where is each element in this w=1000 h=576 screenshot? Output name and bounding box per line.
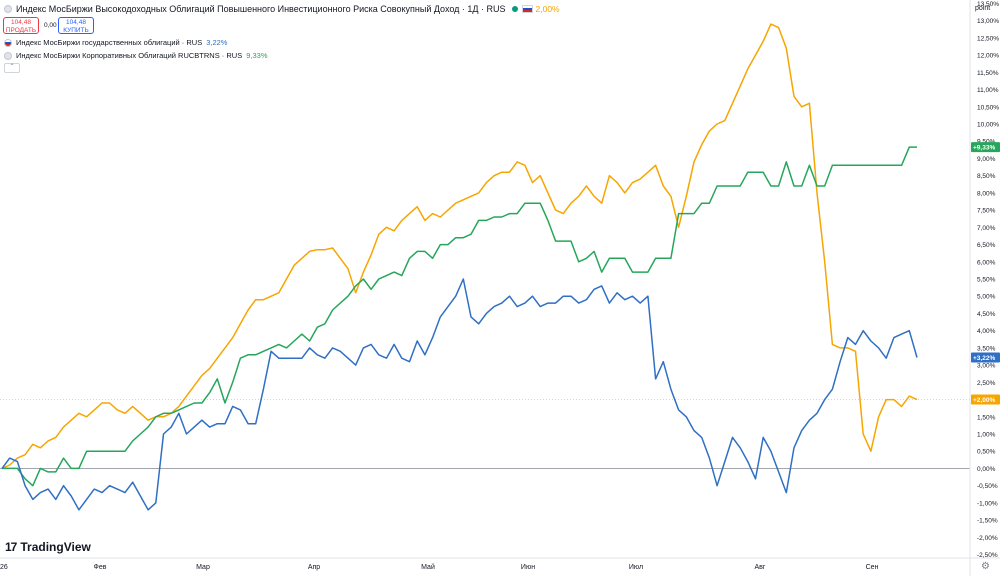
spread-value: 0,00 — [44, 22, 57, 29]
y-tick-label: -2,00% — [977, 535, 998, 542]
y-tick-label: -2,50% — [977, 552, 998, 559]
collapse-legend-button[interactable]: ⌃ — [4, 63, 20, 73]
y-tick-label: 5,50% — [977, 277, 996, 284]
flag-icon — [521, 5, 533, 13]
legend-corp-value: 9,33% — [246, 51, 268, 60]
y-tick-label: 4,00% — [977, 328, 996, 335]
y-tick-label: 0,50% — [977, 449, 996, 456]
y-tick-label: 8,00% — [977, 190, 996, 197]
y-tick-label: 8,50% — [977, 173, 996, 180]
y-tick-label: 9,00% — [977, 156, 996, 163]
y-tick-label: 11,00% — [977, 87, 999, 94]
sell-button[interactable]: 104,48 ПРОДАТЬ — [3, 17, 39, 34]
x-tick-label: Апр — [308, 564, 320, 571]
y-tick-label: 6,00% — [977, 259, 996, 266]
x-tick-label: Фев — [94, 564, 107, 571]
y-tick-label: 13,50% — [977, 1, 999, 8]
x-tick-label: Авг — [755, 564, 766, 571]
legend-main-row[interactable]: Индекс МосБиржи Высокодоходных Облигаций… — [4, 4, 560, 14]
y-tick-label: -0,50% — [977, 483, 998, 490]
y-tick-label: 13,00% — [977, 18, 999, 25]
x-tick-label: Июл — [629, 564, 643, 571]
market-status-icon — [511, 6, 518, 12]
price-label-1: +2,00% — [973, 397, 995, 404]
legend-corp-row[interactable]: Индекс МосБиржи Корпоративных Облигаций … — [4, 51, 268, 60]
y-tick-label: 12,50% — [977, 35, 999, 42]
y-tick-label: 1,00% — [977, 432, 996, 439]
series-line-2[interactable] — [2, 146, 917, 487]
main-change-value: 2,00% — [535, 4, 560, 14]
price-label-bg-1 — [971, 394, 1000, 405]
y-tick-label: 2,50% — [977, 380, 996, 387]
symbol-title[interactable]: Индекс МосБиржи Высокодоходных Облигаций… — [16, 4, 506, 14]
symbol-logo-icon — [4, 51, 12, 60]
x-tick-label: 26 — [0, 564, 8, 571]
x-tick-label: Сен — [866, 564, 879, 571]
legend-corp-name: Индекс МосБиржи Корпоративных Облигаций … — [16, 51, 243, 60]
y-tick-label: 4,50% — [977, 311, 996, 318]
x-tick-label: Май — [421, 563, 435, 571]
y-tick-label: 6,50% — [977, 242, 996, 249]
y-tick-label: 12,00% — [977, 53, 999, 60]
price-labels: +2,00% +9,33% +3,22% — [971, 142, 1000, 405]
x-tick-label: Мар — [196, 564, 210, 571]
y-tick-label: 7,50% — [977, 208, 996, 215]
series-line-1[interactable] — [1, 23, 918, 470]
legend-gov-value: 3,22% — [206, 38, 228, 47]
series-line-3[interactable] — [1, 278, 918, 511]
sell-price: 104,48 — [11, 19, 31, 26]
tradingview-logo[interactable]: 17 TradingView — [5, 540, 91, 554]
reference-lines — [0, 399, 970, 469]
y-tick-label: 10,00% — [977, 122, 999, 129]
buy-price: 104,48 — [66, 19, 86, 26]
buy-button[interactable]: 104,48 КУПИТЬ — [58, 17, 94, 34]
buy-label: КУПИТЬ — [63, 27, 89, 34]
legend-gov-name: Индекс МосБиржи государственных облигаци… — [16, 38, 203, 47]
series-lines — [1, 23, 918, 511]
x-tick-label: Июн — [521, 564, 535, 571]
sell-label: ПРОДАТЬ — [5, 27, 37, 34]
price-label-bg-2 — [971, 142, 1000, 153]
price-axis-background[interactable] — [970, 0, 1000, 576]
russia-flag-icon — [4, 38, 12, 47]
y-tick-label: -1,50% — [977, 518, 998, 525]
y-tick-label: 10,50% — [977, 104, 999, 111]
y-tick-label: 3,00% — [977, 363, 996, 370]
tradingview-logo-icon: 17 — [5, 540, 17, 554]
y-tick-label: 7,00% — [977, 225, 996, 232]
price-label-bg-3 — [971, 352, 1000, 363]
logo-text: TradingView — [20, 540, 91, 554]
settings-gear-icon[interactable]: ⚙ — [981, 561, 990, 572]
y-tick-label: 5,00% — [977, 294, 996, 301]
price-label-2: +9,33% — [973, 145, 995, 152]
y-tick-label: 3,50% — [977, 345, 996, 352]
y-tick-label: 1,50% — [977, 414, 996, 421]
legend-gov-row[interactable]: Индекс МосБиржи государственных облигаци… — [4, 38, 227, 47]
price-label-3: +3,22% — [973, 355, 995, 362]
y-tick-label: 0,00% — [977, 466, 996, 473]
y-tick-label: 11,50% — [977, 70, 999, 77]
symbol-logo-icon — [4, 5, 12, 13]
y-tick-label: -1,00% — [977, 500, 998, 507]
axis-unit-label[interactable]: point — [975, 5, 991, 12]
